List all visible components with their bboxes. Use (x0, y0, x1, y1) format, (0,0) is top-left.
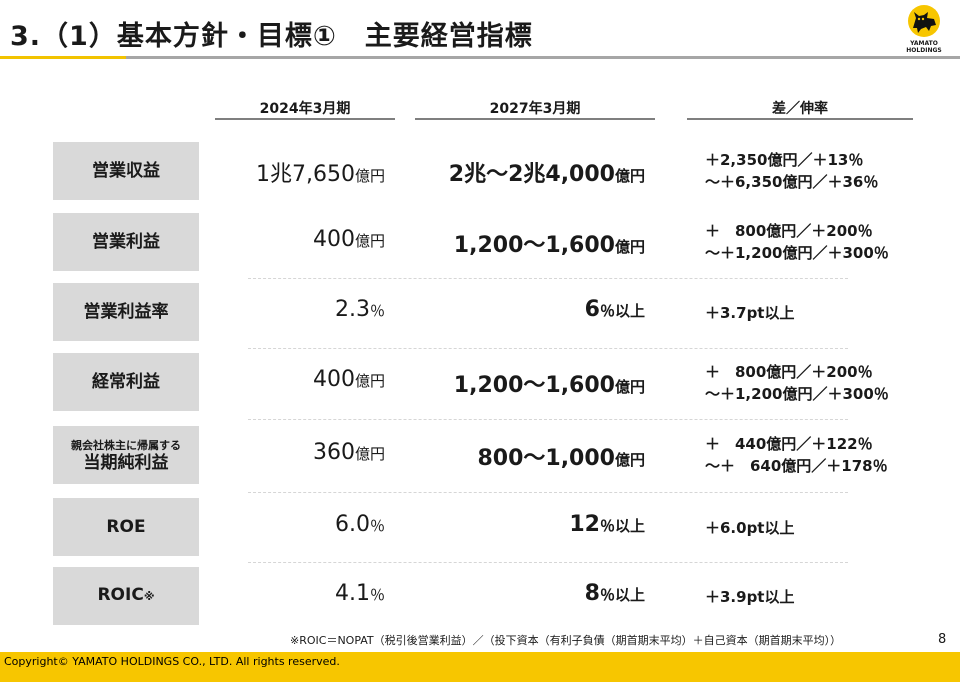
row-separator (248, 562, 848, 563)
value-number: 360 (312, 440, 355, 465)
company-logo: YAMATO HOLDINGS (898, 4, 950, 54)
roic-text: ROIC (97, 585, 144, 605)
logo-text-yamato: YAMATO (910, 40, 938, 47)
value-unit: ％以上 (599, 517, 645, 535)
copyright: Copyright© YAMATO HOLDINGS CO., LTD. All… (4, 655, 340, 668)
diff-line-1: ＋ 800億円／＋200％ (705, 363, 873, 381)
row-label-net-income: 親会社株主に帰属する 当期純利益 (53, 426, 199, 484)
diff-line-2: ～＋ 640億円／＋178％ (705, 457, 888, 475)
value-unit: ％ (369, 517, 385, 535)
diff-line-2: ～＋1,200億円／＋300％ (705, 244, 889, 262)
value-number: 6.0 (334, 512, 370, 537)
diff-ordinary-profit: ＋ 800億円／＋200％ ～＋1,200億円／＋300％ (705, 361, 889, 405)
value-2027-operating-revenue: 2兆～2兆4,000億円 (395, 156, 645, 188)
row-separator (248, 348, 848, 349)
value-number: 12 (569, 512, 600, 537)
value-unit: 億円 (354, 445, 385, 463)
row-separator (248, 492, 848, 493)
diff-line-2: ～＋6,350億円／＋36％ (705, 173, 879, 191)
value-unit: ％ (369, 586, 385, 604)
value-unit: 億円 (614, 238, 645, 256)
title-underline-accent (0, 56, 126, 59)
row-label-text: 当期純利益 (83, 452, 169, 473)
value-2027-roic: 8％以上 (395, 581, 645, 606)
row-separator (248, 278, 848, 279)
value-unit: 億円 (354, 372, 385, 390)
value-number: 6 (584, 297, 600, 322)
footnote-mark: ※ (143, 590, 155, 603)
value-2027-ordinary-profit: 1,200～1,600億円 (395, 367, 645, 399)
value-number: 400 (312, 227, 355, 252)
value-unit: 億円 (354, 232, 385, 250)
row-label-text: 経常利益 (92, 372, 160, 392)
diff-operating-profit: ＋ 800億円／＋200％ ～＋1,200億円／＋300％ (705, 220, 889, 264)
value-number: 2兆～2兆4,000 (448, 162, 615, 187)
page-number: 8 (938, 632, 947, 647)
diff-line-1: ＋ 440億円／＋122％ (705, 435, 873, 453)
row-label-text: ROE (106, 517, 146, 537)
column-header-diff: 差／伸率 (772, 101, 828, 117)
column-header-diff-rule (687, 118, 913, 120)
value-2027-net-income: 800～1,000億円 (395, 440, 645, 472)
value-2024-operating-profit: 400億円 (210, 227, 385, 252)
value-unit: 億円 (614, 378, 645, 396)
page-title: 3.（1）基本方針・目標① 主要経営指標 (10, 21, 533, 52)
value-number: 800～1,000 (477, 446, 615, 471)
column-header-2024: 2024年3月期 (259, 101, 351, 117)
value-number: 8 (584, 581, 600, 606)
footer-bar (0, 652, 960, 682)
value-2024-roe: 6.0％ (210, 512, 385, 537)
value-2027-roe: 12％以上 (395, 512, 645, 537)
value-unit: 億円 (354, 167, 385, 185)
column-header-2027-rule (415, 118, 655, 120)
row-label-roe: ROE (53, 498, 199, 556)
value-2024-operating-margin: 2.3％ (210, 297, 385, 322)
row-label-text: 営業利益 (92, 232, 160, 252)
row-label-ordinary-profit: 経常利益 (53, 353, 199, 411)
value-number: 4.1 (334, 581, 370, 606)
value-number: 1,200～1,600 (453, 373, 615, 398)
value-unit: ％以上 (599, 586, 645, 604)
value-2024-ordinary-profit: 400億円 (210, 367, 385, 392)
diff-line-2: ～＋1,200億円／＋300％ (705, 385, 889, 403)
logo-text-holdings: HOLDINGS (906, 47, 942, 54)
row-label-roic: ROIC※ (53, 567, 199, 625)
value-2027-operating-profit: 1,200～1,600億円 (395, 227, 645, 259)
row-label-text: ROIC※ (97, 585, 154, 607)
diff-net-income: ＋ 440億円／＋122％ ～＋ 640億円／＋178％ (705, 433, 888, 477)
title-underline (0, 56, 960, 59)
diff-operating-revenue: ＋2,350億円／＋13％ ～＋6,350億円／＋36％ (705, 149, 878, 193)
diff-operating-margin: ＋3.7pt以上 (705, 304, 795, 322)
value-number: 1,200～1,600 (453, 233, 615, 258)
row-label-operating-revenue: 営業収益 (53, 142, 199, 200)
diff-roe: ＋6.0pt以上 (705, 519, 795, 537)
value-unit: ％以上 (599, 302, 645, 320)
value-number: 1兆7,650 (256, 162, 355, 187)
row-separator (248, 419, 848, 420)
row-label-operating-margin: 営業利益率 (53, 283, 199, 341)
value-number: 2.3 (334, 297, 370, 322)
row-label-text: 営業利益率 (83, 302, 169, 322)
value-2024-net-income: 360億円 (210, 440, 385, 465)
column-header-2027: 2027年3月期 (489, 101, 581, 117)
row-label-text: 営業収益 (92, 161, 160, 181)
value-2027-operating-margin: 6％以上 (395, 297, 645, 322)
value-2024-roic: 4.1％ (210, 581, 385, 606)
value-number: 400 (312, 367, 355, 392)
value-unit: ％ (369, 302, 385, 320)
black-cat-icon (908, 5, 940, 37)
diff-roic: ＋3.9pt以上 (705, 588, 795, 606)
footnote: ※ROIC＝NOPAT（税引後営業利益）／（投下資本（有利子負債（期首期末平均）… (290, 634, 842, 647)
diff-line-1: ＋ 800億円／＋200％ (705, 222, 873, 240)
value-2024-operating-revenue: 1兆7,650億円 (210, 156, 385, 188)
row-label-operating-profit: 営業利益 (53, 213, 199, 271)
value-unit: 億円 (614, 451, 645, 469)
row-label-prefix: 親会社株主に帰属する (71, 438, 181, 452)
column-header-2024-rule (215, 118, 395, 120)
diff-line-1: ＋2,350億円／＋13％ (705, 151, 864, 169)
value-unit: 億円 (614, 167, 645, 185)
